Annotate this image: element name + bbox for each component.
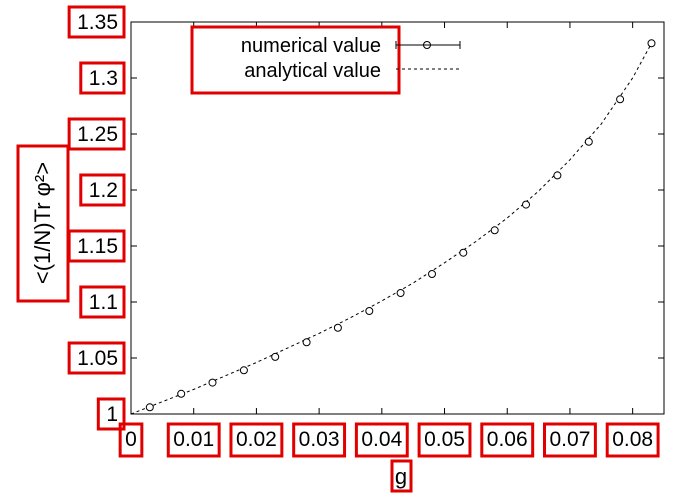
data-point-numerical xyxy=(522,200,530,209)
x-tick-label: 0 xyxy=(125,428,137,451)
x-tick-label: 0.08 xyxy=(612,428,653,451)
y-tick-label: 1.05 xyxy=(77,347,118,370)
legend: numerical value analytical value xyxy=(190,25,461,95)
y-axis-title-box xyxy=(16,144,70,303)
data-point-numerical xyxy=(647,39,656,48)
x-tick-label-box xyxy=(166,422,221,458)
x-axis-title: g xyxy=(395,464,407,489)
x-tick-label: 0.07 xyxy=(550,428,591,451)
data-point-numerical xyxy=(584,137,593,146)
y-tick-label: 1.35 xyxy=(77,11,118,34)
data-point-numerical xyxy=(239,366,248,375)
data-point-numerical xyxy=(459,248,468,257)
y-tick-label-box xyxy=(67,5,126,39)
x-tick-label-box xyxy=(417,422,472,458)
y-tick-label-box xyxy=(79,173,126,207)
data-point-numerical xyxy=(616,95,625,104)
legend-box xyxy=(190,25,401,95)
legend-label-analytical: analytical value xyxy=(244,60,381,82)
x-tick-label-box xyxy=(480,422,535,458)
legend-label-numerical: numerical value xyxy=(241,35,381,57)
y-tick-label-box xyxy=(67,341,126,375)
x-tick-label: 0.02 xyxy=(236,428,277,451)
labels-layer: 1 1.05 1.1 1.15 1.2 1.25 1.3 1.35 0 0.01 0.02 0.03 0… xyxy=(67,5,660,458)
y-tick-label: 1.25 xyxy=(77,123,118,146)
y-tick-label-box xyxy=(79,285,126,319)
ticks-layer xyxy=(130,21,664,415)
y-tick-label: 1.3 xyxy=(89,67,118,90)
y-tick-label-box xyxy=(67,117,126,151)
y-tick-label: 1.2 xyxy=(89,179,118,202)
data-point-numerical xyxy=(490,226,499,235)
data-point-numerical xyxy=(302,338,311,347)
x-axis-title-box xyxy=(390,459,413,493)
y-tick-label: 1 xyxy=(106,403,118,426)
x-tick-label: 0.01 xyxy=(173,428,214,451)
plot-frame xyxy=(130,21,665,415)
x-tick-label-box xyxy=(543,422,597,458)
data-point-numerical xyxy=(333,323,342,332)
y-axis-title: <(1/N)Tr φ²> xyxy=(30,162,55,284)
y-tick-label-box xyxy=(79,61,126,95)
x-tick-label-box xyxy=(292,422,347,458)
data-point-numerical xyxy=(553,171,562,180)
data-point-numerical xyxy=(428,270,436,278)
x-tick-label: 0.05 xyxy=(424,428,465,451)
data-point-numerical xyxy=(271,352,280,361)
data-point-numerical xyxy=(208,378,217,387)
legend-point-marker xyxy=(423,41,431,49)
series-analytical-line xyxy=(130,43,652,415)
x-tick-label-box xyxy=(229,422,284,458)
marks-layer xyxy=(130,39,656,415)
x-tick-label: 0.04 xyxy=(361,428,402,451)
x-tick-label-box xyxy=(118,422,144,458)
x-tick-label: 0.06 xyxy=(487,428,528,451)
data-point-numerical xyxy=(145,403,154,412)
x-tick-label-box xyxy=(605,422,660,458)
x-tick-label: 0.03 xyxy=(299,428,340,451)
y-tick-label-box xyxy=(96,397,126,431)
x-tick-label-box xyxy=(354,422,409,458)
data-point-numerical xyxy=(177,389,186,398)
data-point-numerical xyxy=(396,289,405,297)
data-point-numerical xyxy=(365,307,374,315)
y-tick-label: 1.15 xyxy=(77,235,118,258)
y-tick-label: 1.1 xyxy=(89,291,118,314)
